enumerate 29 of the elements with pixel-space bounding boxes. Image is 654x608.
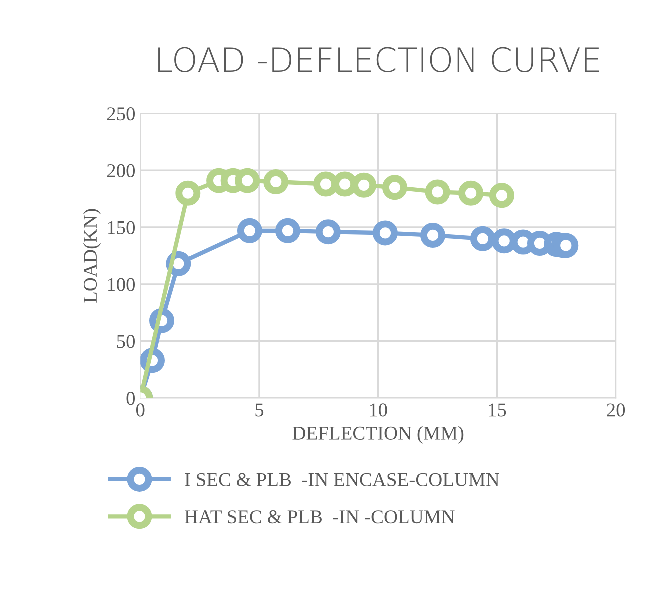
point — [176, 180, 201, 206]
x-tick-label: 15 — [489, 404, 506, 417]
y-tick-label: 100 — [108, 278, 136, 292]
x-tick-label: 20 — [607, 404, 626, 417]
legend-label: HAT SEC & PLB -IN -COLUMN — [185, 510, 455, 524]
point — [420, 222, 446, 248]
point — [458, 180, 484, 206]
point — [372, 220, 398, 246]
chart-title: LOAD -DEFLECTION CURVE — [158, 47, 600, 73]
point — [470, 226, 496, 252]
point — [425, 180, 450, 205]
x-tick-label: 5 — [256, 404, 264, 417]
y-tick-label: 150 — [108, 221, 136, 234]
point — [235, 168, 260, 194]
point — [276, 218, 301, 244]
point — [316, 220, 341, 245]
point — [382, 175, 408, 200]
point — [489, 183, 514, 208]
y-axis-title: LOAD(KN) — [83, 209, 102, 303]
y-tick-label: 250 — [107, 108, 136, 121]
point — [237, 218, 262, 244]
x-tick-label: 10 — [370, 404, 388, 417]
y-tick-label: 0 — [126, 392, 136, 406]
point — [264, 169, 289, 194]
legend-label: I SEC & PLB -IN ENCASE-COLUMN — [185, 473, 500, 486]
x-tick-label: 0 — [136, 404, 145, 417]
x-axis-title: DEFLECTION (MM) — [292, 426, 464, 444]
y-tick-label: 50 — [117, 335, 136, 348]
y-tick-label: 200 — [107, 164, 136, 178]
